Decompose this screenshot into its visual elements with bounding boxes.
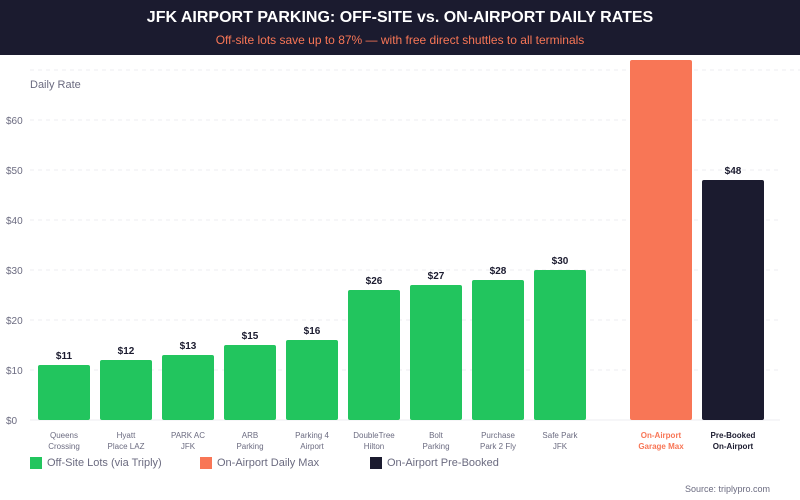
legend-swatch xyxy=(30,457,42,469)
y-tick-label: $50 xyxy=(6,166,23,177)
data-label: $11 xyxy=(56,351,73,362)
bar xyxy=(100,360,152,420)
bar xyxy=(410,285,462,420)
bar xyxy=(534,270,586,420)
y-tick-label: $20 xyxy=(6,316,23,327)
source-note: Source: triplypro.com xyxy=(684,484,770,494)
x-tick-label: Crossing xyxy=(48,442,80,451)
x-tick-label: Bolt xyxy=(429,431,444,440)
legend-prebooked: On-Airport Pre-Booked xyxy=(370,457,499,469)
legend-swatch xyxy=(370,457,382,469)
bar xyxy=(162,355,214,420)
x-tick-label: Pre-Booked xyxy=(711,431,756,440)
x-tick-label: Airport xyxy=(300,442,324,451)
x-tick-label: Place LAZ xyxy=(108,442,145,451)
legend-label: On-Airport Pre-Booked xyxy=(387,457,499,469)
bar xyxy=(472,280,524,420)
bar xyxy=(286,340,338,420)
chart-title: JFK AIRPORT PARKING: OFF-SITE vs. ON-AIR… xyxy=(146,9,654,26)
y-tick-label: $0 xyxy=(6,416,18,427)
legend-label: On-Airport Daily Max xyxy=(217,457,320,469)
x-tick-label: DoubleTree xyxy=(353,431,395,440)
x-tick-label: On-Airport xyxy=(641,431,682,440)
x-tick-label: Parking 4 xyxy=(295,431,329,440)
bar xyxy=(224,345,276,420)
data-label: $16 xyxy=(304,326,321,337)
y-tick-label: $60 xyxy=(6,116,23,127)
x-tick-label: Parking xyxy=(236,442,263,451)
chart-subtitle: Off-site lots save up to 87% — with free… xyxy=(215,33,585,47)
x-tick-label: PARK AC xyxy=(171,431,205,440)
data-label: $12 xyxy=(118,346,135,357)
x-tick-label: JFK xyxy=(181,442,196,451)
x-tick-label: Safe Park xyxy=(542,431,578,440)
x-tick-label: Park 2 Fly xyxy=(480,442,516,451)
bar xyxy=(702,180,764,420)
x-tick-label: Hilton xyxy=(364,442,384,451)
x-tick-label: Purchase xyxy=(481,431,515,440)
y-axis-label: Daily Rate xyxy=(30,79,81,91)
y-tick-label: $30 xyxy=(6,266,23,277)
x-tick-label: Garage Max xyxy=(638,442,684,451)
y-tick-label: $10 xyxy=(6,366,23,377)
x-tick-label: ARB xyxy=(242,431,258,440)
bar xyxy=(348,290,400,420)
data-label: $13 xyxy=(180,341,197,352)
data-label: $28 xyxy=(490,266,507,277)
data-label: $27 xyxy=(428,271,445,282)
x-tick-label: Queens xyxy=(50,431,78,440)
x-tick-label: Parking xyxy=(422,442,449,451)
data-label: $26 xyxy=(366,276,383,287)
bar xyxy=(38,365,90,420)
data-label: $30 xyxy=(552,256,569,267)
data-label: $15 xyxy=(242,331,259,342)
data-label: $48 xyxy=(725,166,742,177)
legend-offsite: Off-Site Lots (via Triply) xyxy=(30,457,162,469)
x-tick-label: On-Airport xyxy=(713,442,754,451)
x-tick-label: Hyatt xyxy=(117,431,136,440)
legend-swatch xyxy=(200,457,212,469)
bar xyxy=(630,60,692,420)
legend-label: Off-Site Lots (via Triply) xyxy=(47,457,162,469)
header: JFK AIRPORT PARKING: OFF-SITE vs. ON-AIR… xyxy=(0,0,800,55)
x-tick-label: JFK xyxy=(553,442,568,451)
y-tick-label: $40 xyxy=(6,216,23,227)
legend-onairport-max: On-Airport Daily Max xyxy=(200,457,319,469)
